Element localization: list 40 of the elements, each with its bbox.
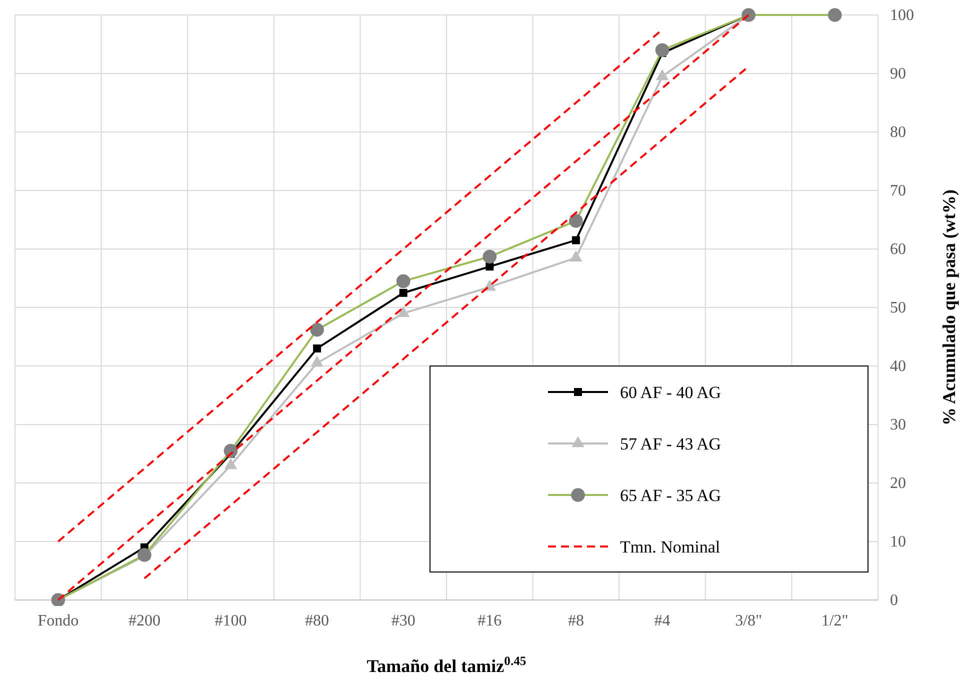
y-tick-label: 90 [890,66,906,83]
point [310,322,324,337]
legend-label: 65 AF - 35 AG [620,486,722,505]
point [486,262,494,271]
point [313,344,322,352]
point [742,8,756,22]
point [482,250,497,264]
y-tick-label: 10 [890,534,906,551]
y-tick-label: 60 [890,241,906,258]
point [224,458,238,470]
point [572,236,580,244]
x-tick-label: #8 [568,612,584,630]
x-tick-label: Fondo [38,612,79,630]
legend-label: Tmn. Nominal [620,538,720,556]
x-axis-title: Tamaño del tamiz$^{0.45}$ [366,654,526,676]
x-tick-label: #4 [654,612,670,630]
y-tick-label: 30 [890,416,906,434]
y-tick-label: 20 [890,475,906,492]
x-tick-label: 3/8" [735,612,762,630]
y-tick-label: 40 [890,358,906,376]
x-tick-label: #100 [214,612,247,630]
x-tick-label: 1/2" [821,612,848,630]
x-tick-label: #200 [128,612,160,630]
y-tick-label: 100 [890,7,914,24]
y-tick-label: 80 [890,124,906,142]
point [655,43,670,57]
y-axis-title: % Acumulado que pasa (wt%) [939,189,959,426]
y-tick-label: 70 [890,182,906,200]
x-tick-label: #16 [478,612,502,630]
y-tick-label: 0 [890,592,898,610]
point [569,214,583,228]
x-tick-label: #80 [305,612,330,630]
legend-label: 57 AF - 43 AG [620,434,722,454]
x-tick-label: #30 [391,612,416,630]
point [396,306,410,318]
point [828,8,842,22]
legend-label: 60 AF - 40 AG [620,383,722,402]
y-tick-label: 50 [890,300,906,317]
point [399,288,408,297]
point [396,274,410,288]
